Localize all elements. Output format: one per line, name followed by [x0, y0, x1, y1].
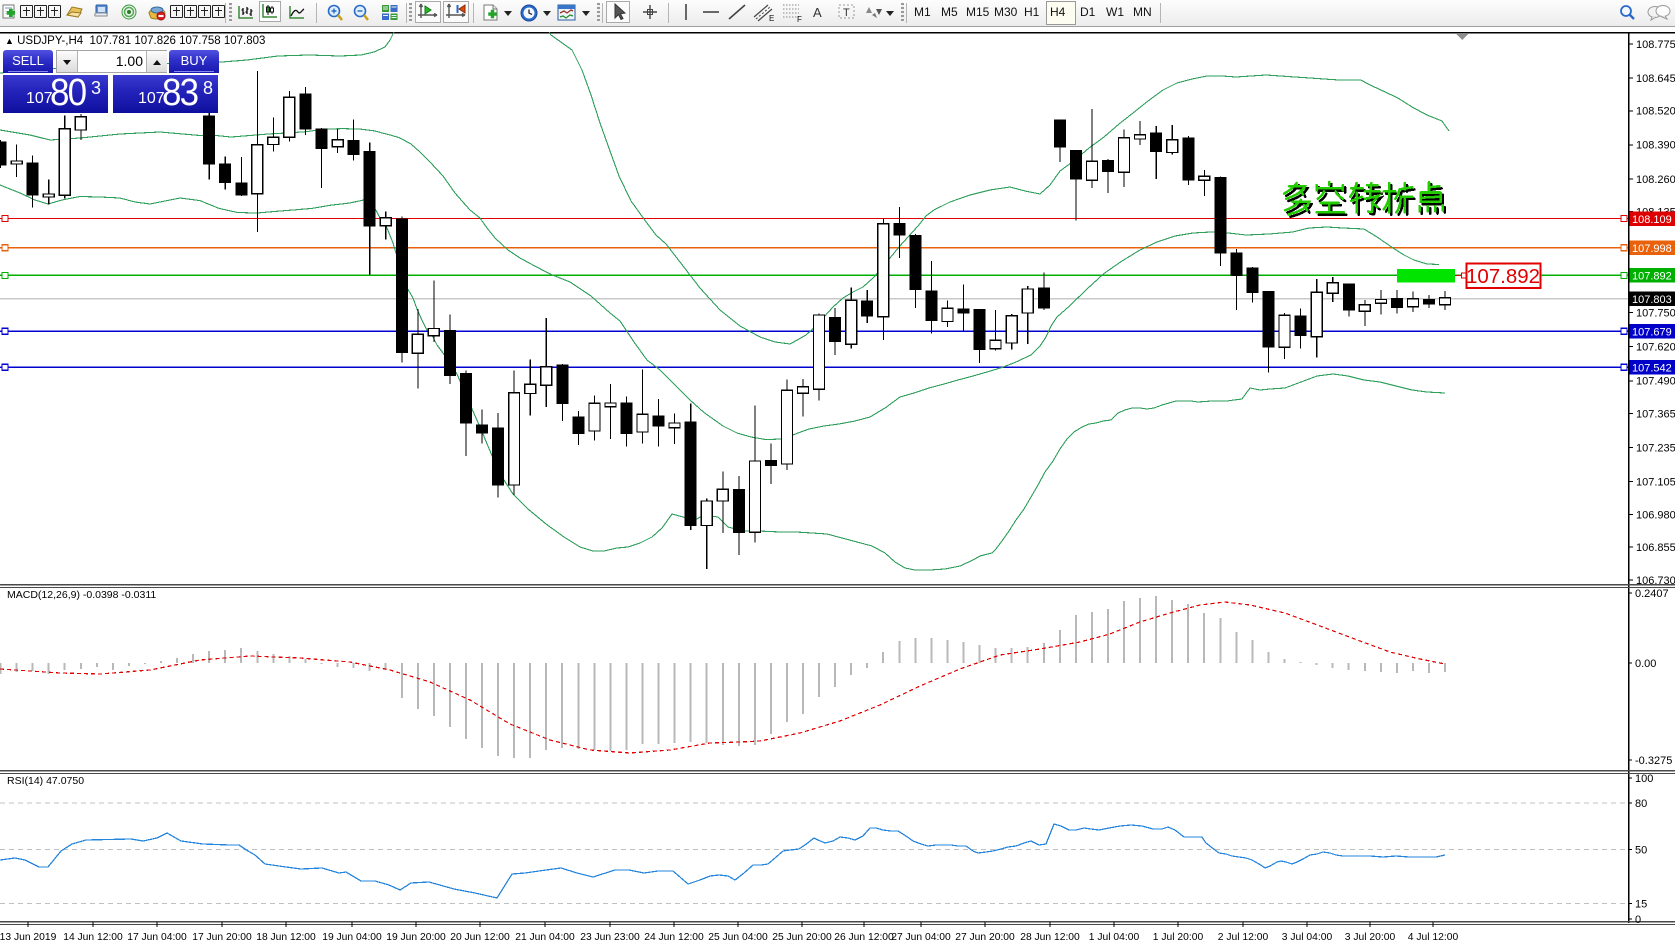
svg-text:4 Jul 12:00: 4 Jul 12:00	[1408, 932, 1459, 943]
svg-text:17 Jun 20:00: 17 Jun 20:00	[192, 932, 252, 943]
svg-text:108.260: 108.260	[1636, 174, 1675, 186]
svg-text:18 Jun 12:00: 18 Jun 12:00	[256, 932, 316, 943]
svg-text:107.365: 107.365	[1636, 408, 1675, 420]
svg-text:108.109: 108.109	[1632, 214, 1672, 226]
svg-text:19 Jun 20:00: 19 Jun 20:00	[386, 932, 446, 943]
svg-text:1 Jul 20:00: 1 Jul 20:00	[1153, 932, 1204, 943]
svg-text:A: A	[813, 5, 822, 20]
svg-text:14 Jun 12:00: 14 Jun 12:00	[63, 932, 123, 943]
svg-text:107.679: 107.679	[1632, 327, 1672, 339]
svg-text:23 Jun 23:00: 23 Jun 23:00	[580, 932, 640, 943]
svg-text:2 Jul 12:00: 2 Jul 12:00	[1218, 932, 1269, 943]
svg-text:15: 15	[1635, 898, 1647, 910]
svg-text:24 Jun 12:00: 24 Jun 12:00	[644, 932, 704, 943]
svg-text:-0.3275: -0.3275	[1635, 755, 1672, 767]
svg-text:3 Jul 04:00: 3 Jul 04:00	[1282, 932, 1333, 943]
svg-text:108.775: 108.775	[1636, 39, 1675, 51]
svg-text:80: 80	[1635, 798, 1647, 810]
svg-text:17 Jun 04:00: 17 Jun 04:00	[127, 932, 187, 943]
svg-text:0.2407: 0.2407	[1635, 588, 1669, 600]
svg-text:0: 0	[1635, 914, 1641, 926]
svg-text:13 Jun 2019: 13 Jun 2019	[0, 932, 57, 943]
svg-text:107.998: 107.998	[1632, 243, 1672, 255]
svg-text:107.235: 107.235	[1636, 442, 1675, 454]
svg-text:1 Jul 04:00: 1 Jul 04:00	[1089, 932, 1140, 943]
svg-text:107.803: 107.803	[1632, 294, 1672, 306]
svg-text:27 Jun 04:00: 27 Jun 04:00	[891, 932, 951, 943]
svg-text:0.00: 0.00	[1635, 658, 1656, 670]
svg-text:25 Jun 20:00: 25 Jun 20:00	[772, 932, 832, 943]
svg-text:108.645: 108.645	[1636, 73, 1675, 85]
svg-text:26 Jun 12:00: 26 Jun 12:00	[834, 932, 894, 943]
svg-text:107.490: 107.490	[1636, 376, 1675, 388]
svg-text:21 Jun 04:00: 21 Jun 04:00	[515, 932, 575, 943]
svg-text:20 Jun 12:00: 20 Jun 12:00	[450, 932, 510, 943]
svg-text:RSI(14) 47.0750: RSI(14) 47.0750	[7, 775, 84, 787]
svg-text:107.750: 107.750	[1636, 308, 1675, 320]
svg-text:107.620: 107.620	[1636, 342, 1675, 354]
svg-text:107.892: 107.892	[1466, 265, 1540, 288]
svg-text:T: T	[843, 7, 850, 19]
svg-text:E: E	[769, 14, 774, 23]
svg-text:F: F	[797, 15, 802, 23]
svg-text:107.542: 107.542	[1632, 362, 1672, 374]
svg-text:27 Jun 20:00: 27 Jun 20:00	[955, 932, 1015, 943]
svg-text:106.855: 106.855	[1636, 542, 1675, 554]
svg-text:107.105: 107.105	[1636, 477, 1675, 489]
svg-text:100: 100	[1635, 773, 1653, 785]
svg-text:108.390: 108.390	[1636, 140, 1675, 152]
svg-text:25 Jun 04:00: 25 Jun 04:00	[708, 932, 768, 943]
svg-text:28 Jun 12:00: 28 Jun 12:00	[1020, 932, 1080, 943]
svg-text:106.730: 106.730	[1636, 575, 1675, 587]
svg-text:107.892: 107.892	[1632, 271, 1672, 283]
svg-text:19 Jun 04:00: 19 Jun 04:00	[322, 932, 382, 943]
svg-text:50: 50	[1635, 844, 1647, 856]
svg-text:MACD(12,26,9) -0.0398 -0.0311: MACD(12,26,9) -0.0398 -0.0311	[7, 589, 156, 601]
svg-text:106.980: 106.980	[1636, 509, 1675, 521]
svg-text:108.520: 108.520	[1636, 106, 1675, 118]
svg-text:3 Jul 20:00: 3 Jul 20:00	[1345, 932, 1396, 943]
